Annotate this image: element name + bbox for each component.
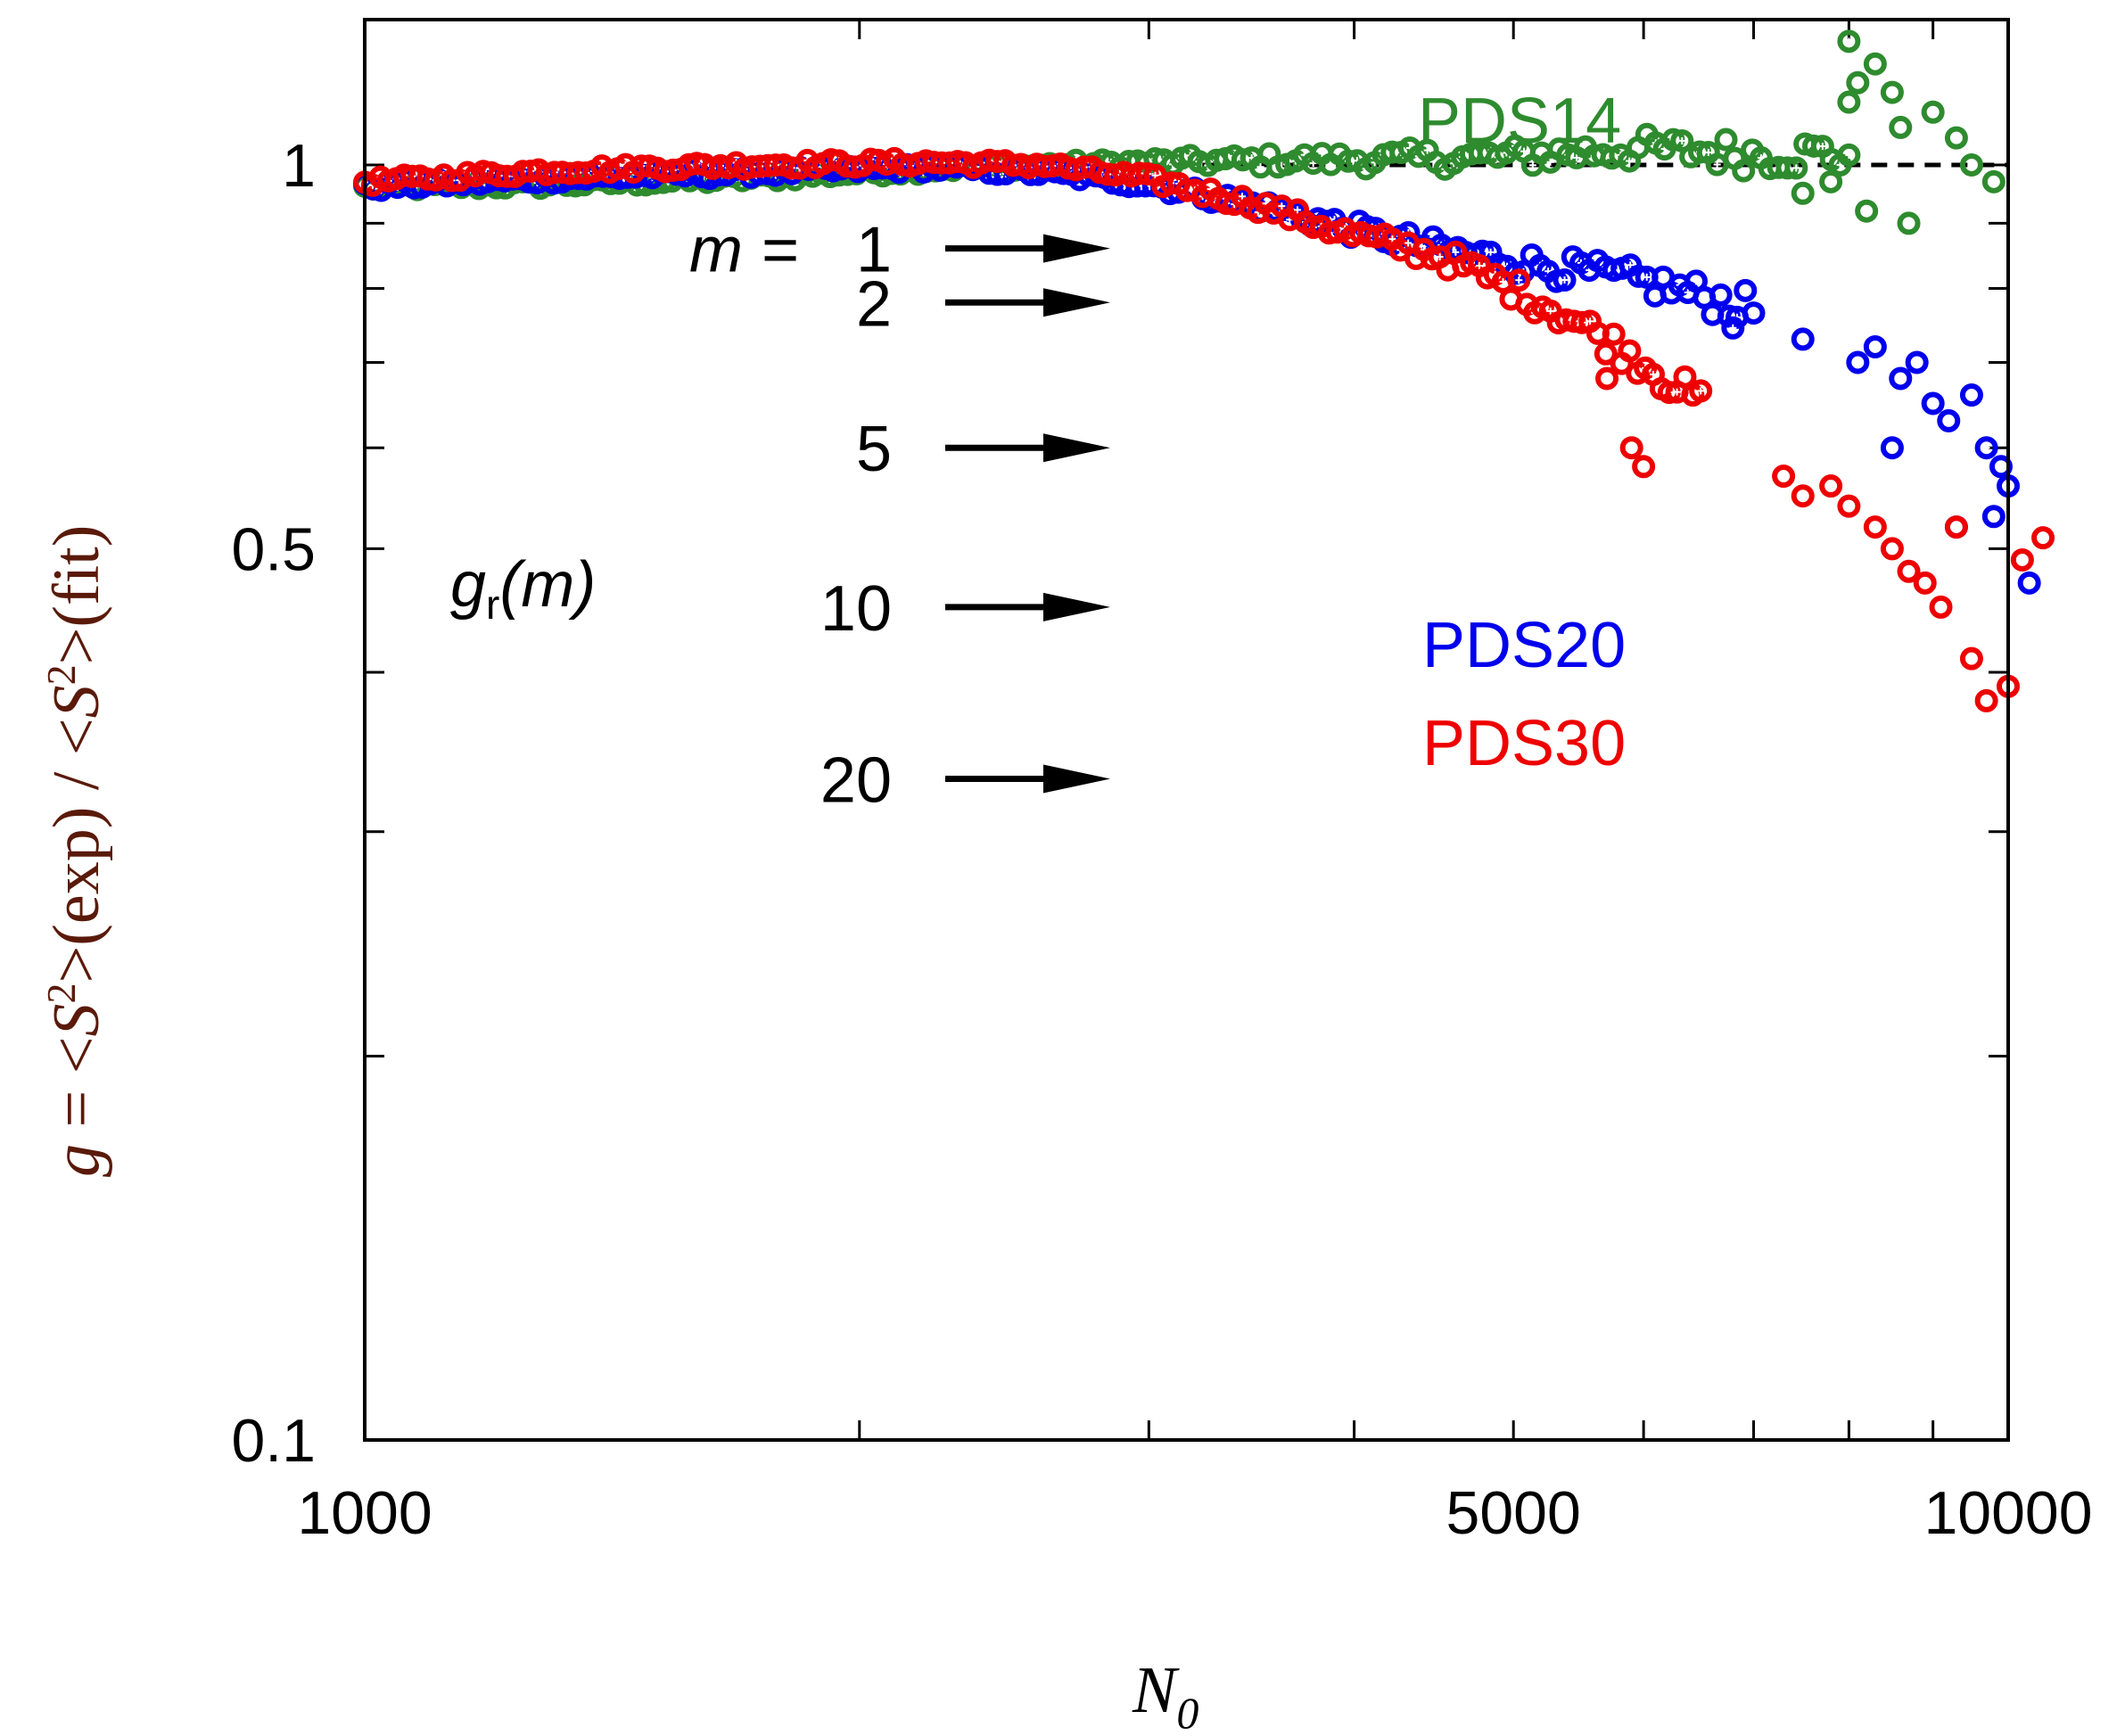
point-pds30 [1594,341,1618,366]
y-tick-label: 0.1 [231,1407,316,1475]
y-tick-label: 0.5 [231,515,316,583]
point-pds14 [1837,29,1861,53]
x-tick-label: 10000 [1923,1479,2092,1547]
point-pds20 [1846,350,1870,374]
point-pds14 [1837,90,1861,114]
point-pds30 [1618,339,1642,363]
point-pds30 [1632,455,1656,479]
point-pds20 [1981,505,2006,529]
point-pds30 [1944,515,1968,539]
point-pds30 [1791,484,1815,508]
point-pds14 [1837,143,1861,167]
arrow-head [1043,433,1110,463]
point-pds30 [1863,515,1887,539]
point-pds20 [1974,436,1998,460]
point-pds14 [1732,159,1756,183]
point-pds20 [2017,571,2041,595]
axis-ticks [363,20,2010,1442]
point-pds20 [1742,301,1766,325]
series-label-pds20: PDS20 [1422,610,1626,681]
point-pds14 [1921,100,1945,124]
arrow-label-m: 20 [820,745,892,816]
series-label-pds30: PDS30 [1422,708,1626,779]
arrow-label-m: 10 [820,573,892,645]
arrow-head [1043,592,1110,621]
point-pds30 [1602,322,1626,346]
point-pds14 [1981,169,2006,193]
arrow-head [1043,288,1110,317]
point-pds20 [1709,283,1733,307]
point-pds20 [1937,408,1961,432]
point-pds30 [1897,559,1921,583]
point-pds20 [1553,268,1577,292]
arrow-annotations: m = 12 5 10 20 [689,215,1110,816]
point-pds30 [1913,571,1937,595]
point-pds14 [1791,181,1815,205]
point-pds20 [1905,350,1929,374]
point-pds20 [1721,316,1745,340]
point-pds30 [1595,366,1619,391]
point-pds14 [1959,152,1983,177]
point-pds30 [1689,379,1713,403]
point-pds20 [1921,391,1945,415]
y-tick-label: 1 [282,132,316,200]
point-pds14 [1944,126,1968,150]
point-pds14 [1846,70,1870,95]
point-pds20 [1791,327,1815,351]
data-points [353,29,2055,712]
point-pds14 [1880,80,1904,104]
point-pds20 [1959,383,1983,407]
point-pds30 [1837,494,1861,518]
plot-frame [363,18,2010,1442]
gr-m-label: gr(m) [450,549,596,628]
arrow-head [1043,234,1110,263]
arrow-head [1043,764,1110,794]
point-pds20 [1889,366,1913,391]
point-pds30 [1507,268,1531,292]
point-pds14 [1897,211,1921,235]
y-axis-title: g = <S2>(exp) / <S2>(fit) [38,525,113,1177]
x-tick-label: 5000 [1446,1479,1581,1547]
point-pds30 [1619,436,1643,460]
series-label-pds14: PDS14 [1418,86,1621,157]
point-pds30 [2010,547,2034,572]
x-axis-title: N0 [1132,1654,1198,1736]
point-pds30 [1673,365,1697,389]
point-pds30 [1929,595,1953,619]
point-pds30 [1819,474,1843,498]
arrow-label-m: 5 [856,414,892,485]
point-pds30 [1974,688,1998,712]
point-pds30 [1959,646,1983,671]
point-pds20 [1863,334,1887,358]
tick-labels: 1000 5000 10000 0.1 0.5 1 [231,132,2092,1547]
point-pds14 [1819,169,1843,193]
point-pds14 [1863,52,1887,76]
point-pds14 [1889,115,1913,139]
point-pds30 [1772,465,1796,489]
point-pds20 [1734,278,1758,302]
point-pds14 [1784,156,1808,180]
arrow-label-m: 2 [856,268,892,340]
point-pds14 [1714,128,1738,152]
arrow-label-m: 1 [856,215,892,286]
point-pds20 [1880,436,1904,460]
point-pds30 [1880,537,1904,561]
point-pds14 [1855,199,1879,223]
m-equals-label: m = [689,215,798,286]
point-pds30 [2031,526,2055,550]
x-tick-label: 1000 [297,1479,432,1547]
